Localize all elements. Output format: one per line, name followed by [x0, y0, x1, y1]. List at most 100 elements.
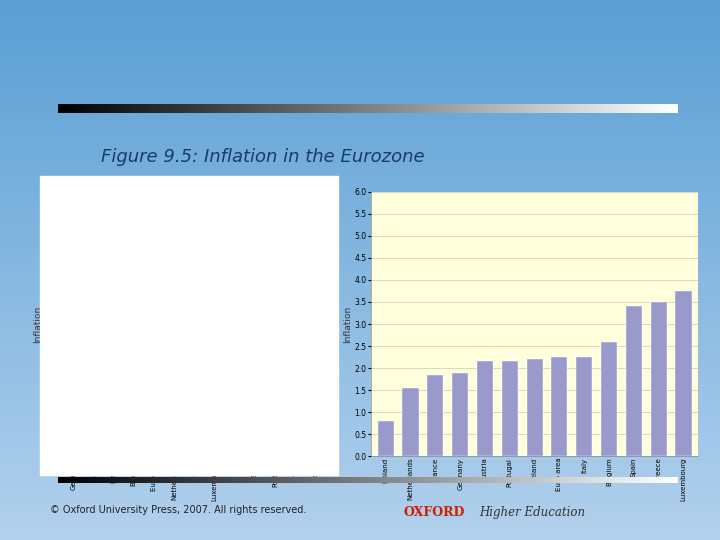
Bar — [0, 130, 720, 135]
Bar — [0, 340, 720, 346]
Bar — [526, 359, 543, 456]
Bar — [0, 32, 720, 38]
Bar — [477, 361, 493, 456]
Bar — [0, 481, 720, 486]
Bar — [0, 427, 720, 432]
Bar — [0, 373, 720, 378]
Bar — [0, 400, 720, 405]
Text: © Oxford University Press, 2007. All rights reserved.: © Oxford University Press, 2007. All rig… — [50, 505, 307, 515]
Bar — [0, 410, 720, 416]
Bar — [0, 275, 720, 281]
Bar — [427, 375, 444, 456]
Bar — [289, 276, 302, 456]
Bar — [0, 113, 720, 119]
Bar — [0, 432, 720, 437]
Bar — [452, 373, 468, 456]
Bar — [0, 443, 720, 448]
Bar — [0, 248, 720, 254]
Bar — [0, 491, 720, 497]
Bar — [87, 380, 100, 456]
Bar — [0, 292, 720, 297]
Bar — [0, 313, 720, 319]
Bar — [0, 0, 720, 5]
Bar — [0, 81, 720, 86]
Bar — [0, 448, 720, 454]
Bar — [0, 200, 720, 205]
Bar — [0, 16, 720, 22]
Bar — [0, 103, 720, 108]
Bar — [0, 76, 720, 81]
Bar — [107, 372, 120, 456]
Bar — [0, 232, 720, 238]
Bar — [675, 291, 692, 456]
Bar — [0, 254, 720, 259]
Bar — [0, 211, 720, 216]
Bar — [0, 302, 720, 308]
Bar — [626, 306, 642, 456]
Bar — [0, 346, 720, 351]
Bar — [0, 508, 720, 513]
Bar — [0, 97, 720, 103]
Bar — [0, 11, 720, 16]
Text: Higher Education: Higher Education — [479, 505, 585, 519]
Bar — [0, 27, 720, 32]
Text: OXFORD: OXFORD — [403, 505, 464, 519]
Bar — [0, 108, 720, 113]
Bar — [0, 205, 720, 211]
Bar — [0, 119, 720, 124]
Bar — [269, 282, 282, 456]
Bar — [0, 281, 720, 286]
Bar — [127, 361, 140, 456]
Bar — [0, 513, 720, 518]
Bar — [552, 357, 567, 456]
Bar — [0, 335, 720, 340]
Bar — [0, 216, 720, 221]
Bar — [0, 59, 720, 65]
Bar — [0, 167, 720, 173]
Bar — [0, 286, 720, 292]
Text: Figure 9.5: Inflation in the Eurozone: Figure 9.5: Inflation in the Eurozone — [101, 148, 424, 166]
Bar — [651, 302, 667, 456]
Bar — [0, 437, 720, 443]
Bar — [0, 238, 720, 243]
Bar — [0, 329, 720, 335]
Bar — [248, 287, 261, 456]
Bar — [0, 86, 720, 92]
Bar — [0, 324, 720, 329]
Bar — [0, 243, 720, 248]
Bar — [0, 178, 720, 184]
Bar — [0, 65, 720, 70]
Bar — [601, 342, 617, 456]
Bar — [0, 173, 720, 178]
Bar — [0, 162, 720, 167]
Bar — [0, 308, 720, 313]
Bar — [67, 398, 80, 456]
Bar — [309, 250, 322, 456]
Bar — [0, 146, 720, 151]
Y-axis label: Inflation: Inflation — [343, 306, 352, 342]
Bar — [0, 464, 720, 470]
Bar — [0, 265, 720, 270]
Bar — [0, 351, 720, 356]
Bar — [0, 189, 720, 194]
Bar — [228, 308, 241, 456]
Bar — [0, 49, 720, 54]
Bar — [0, 524, 720, 529]
Bar — [0, 416, 720, 421]
Bar — [576, 357, 593, 456]
Bar — [0, 389, 720, 394]
Bar — [0, 486, 720, 491]
Bar — [377, 421, 394, 456]
Bar — [0, 421, 720, 427]
Bar — [0, 475, 720, 481]
Bar — [0, 319, 720, 324]
Bar — [0, 459, 720, 464]
Bar — [0, 518, 720, 524]
Bar — [0, 184, 720, 189]
Bar — [0, 270, 720, 275]
Bar — [0, 367, 720, 373]
Bar — [0, 362, 720, 367]
Bar — [168, 340, 181, 456]
Bar — [0, 356, 720, 362]
Bar — [0, 70, 720, 76]
